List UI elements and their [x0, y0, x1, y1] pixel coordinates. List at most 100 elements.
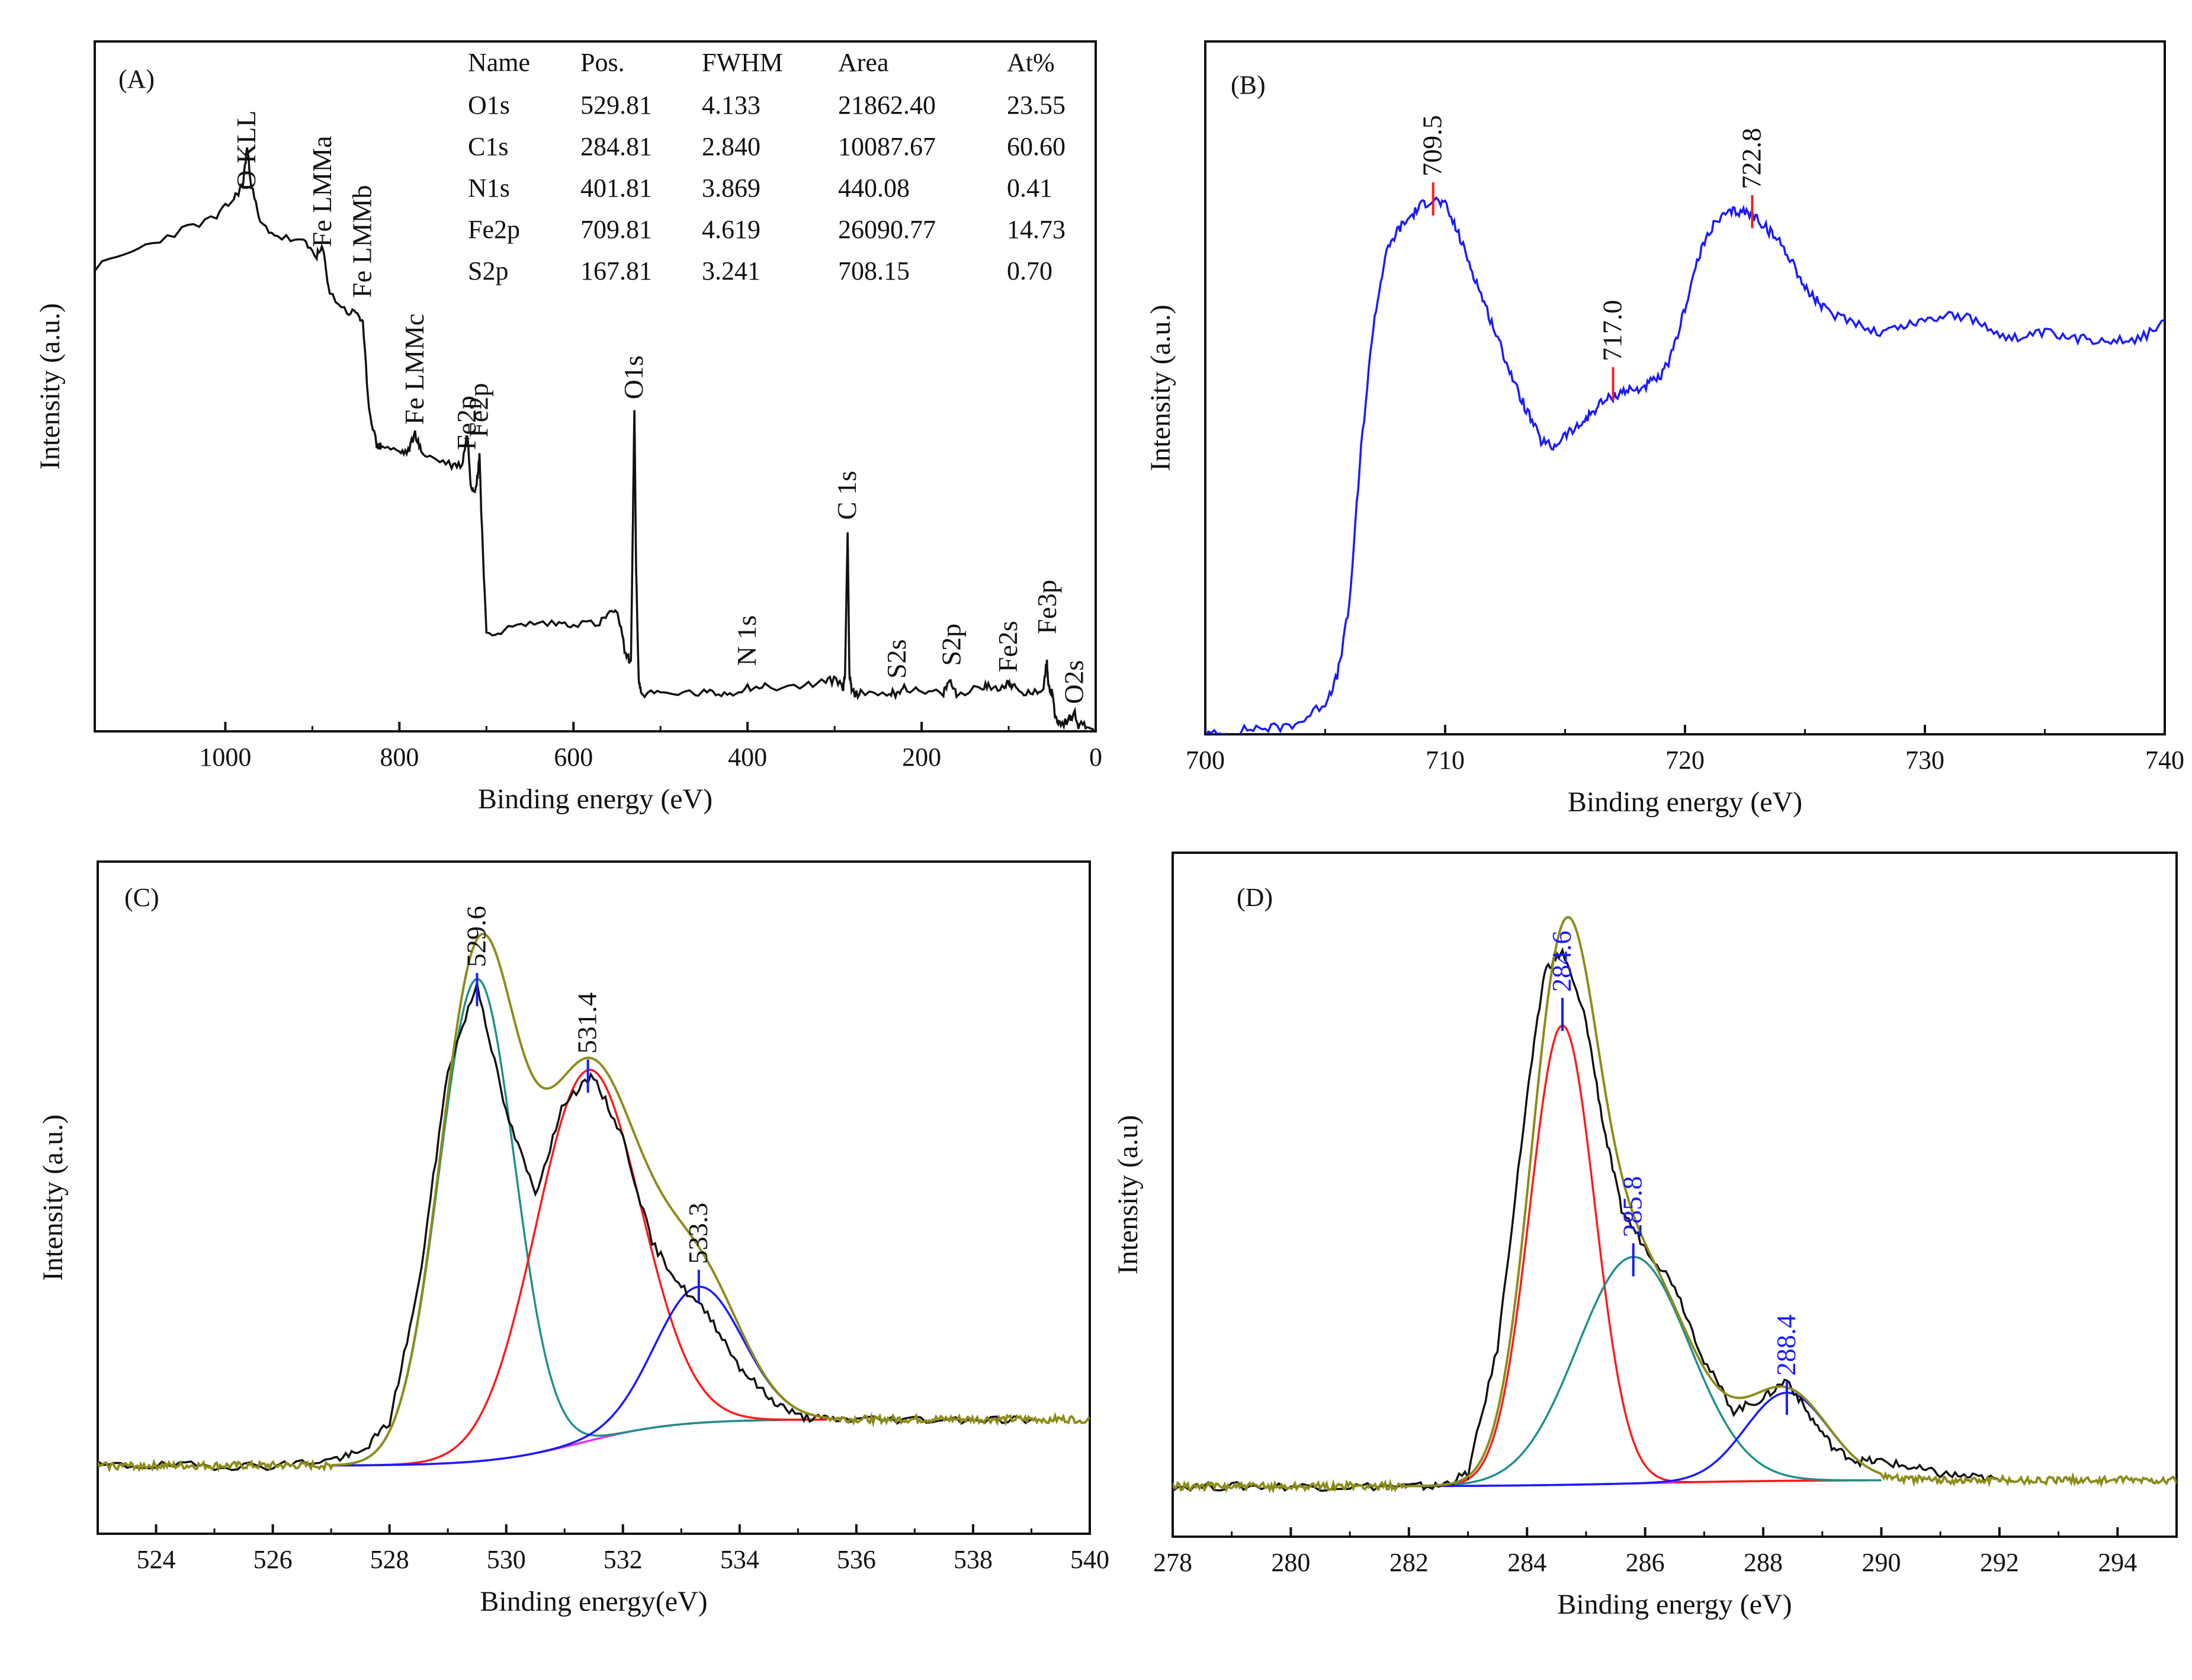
table-cell: 167.81	[580, 256, 652, 285]
panel-d-xtick-label: 288	[1744, 1548, 1783, 1577]
panel-d-fit-component-3	[1408, 1392, 1882, 1488]
panel-d-ylabel: Intensity (a.u)	[1112, 1115, 1144, 1274]
panel-d-xtick-label: 282	[1389, 1548, 1429, 1577]
panel-d-xtick-label: 286	[1626, 1548, 1665, 1577]
panel-a-plot-area	[95, 147, 1096, 731]
panel-c: (C) 524 526 528 530 532 534 536 538 540 Binding e…	[37, 860, 1109, 1617]
panel-d-plot-area	[1173, 916, 2177, 1495]
panel-d-peak-label: 285.8	[1617, 1176, 1648, 1238]
table-cell: C1s	[468, 132, 508, 161]
panel-a-peak-label: C 1s	[832, 471, 862, 520]
panel-d-raw-data-line	[1173, 947, 2000, 1492]
panel-d-peak-label: 288.4	[1771, 1315, 1801, 1376]
panel-d-xlabel: Binding energy (eV)	[1557, 1589, 1792, 1620]
panel-d-xtick-label: 278	[1153, 1548, 1192, 1577]
table-cell: 14.73	[1007, 215, 1065, 244]
panel-a-peak-label: S2s	[881, 639, 912, 678]
panel-a-xtick-label: 600	[554, 743, 593, 772]
panel-b-xtick-label: 710	[1426, 746, 1465, 775]
panel-b-ylabel: Intensity (a.u.)	[1145, 304, 1176, 471]
panel-c-peak-label: 531.4	[572, 992, 602, 1054]
table-header-cell: FWHM	[702, 48, 783, 77]
table-cell: Fe2p	[468, 215, 520, 244]
table-cell: 4.133	[702, 91, 760, 120]
panel-c-xlabel: Binding energy(eV)	[480, 1586, 707, 1617]
panel-d-fit-component-2	[1408, 1255, 1882, 1488]
panel-d-xtick-label: 294	[2098, 1548, 2137, 1577]
panel-a-table: Name Pos. FWHM Area At% O1s 529.81 4.133 21862.4…	[468, 48, 1065, 285]
table-cell: 709.81	[580, 215, 652, 244]
table-cell: 708.15	[838, 256, 910, 285]
table-header-cell: At%	[1007, 48, 1055, 77]
panel-a-peak-label: Fe3p	[1032, 580, 1062, 634]
panel-d-xtick-label: 280	[1271, 1548, 1310, 1577]
panel-a-xtick-label: 1000	[199, 743, 251, 772]
panel-a-label: (A)	[118, 65, 155, 94]
table-header-cell: Name	[468, 48, 530, 77]
table-cell: 3.869	[702, 174, 760, 203]
table-cell: 0.70	[1007, 256, 1052, 285]
panel-c-xtick-label: 536	[837, 1545, 876, 1574]
panel-a-peak-label: Fe2p	[451, 396, 482, 450]
panel-c-xtick-label: 538	[954, 1545, 993, 1574]
table-cell: 440.08	[838, 174, 910, 203]
table-cell: 60.60	[1007, 132, 1065, 161]
panel-b: (B) 700 710 720 730 740 Binding energy (eV) In…	[1145, 40, 2184, 818]
panel-b-xtick-label: 720	[1665, 746, 1705, 775]
table-cell: O1s	[468, 91, 510, 120]
panel-c-peak-label: 533.3	[683, 1203, 713, 1264]
panel-b-plot-area	[1205, 196, 2165, 734]
panel-a-spectrum-line	[95, 147, 1096, 731]
table-header-cell: Pos.	[580, 48, 625, 77]
panel-c-peak-label: 529.6	[461, 906, 491, 968]
panel-c-label: (C)	[124, 883, 159, 912]
panel-b-spectrum-line	[1205, 196, 2165, 734]
panel-d-fit-component-1	[1408, 1024, 1882, 1488]
panel-a-peak-label: O2s	[1059, 660, 1089, 704]
panel-a: (A) Name Pos. FWHM Area At% O1s 529.81 4.133 218…	[34, 40, 1102, 815]
table-cell: 2.840	[702, 132, 760, 161]
panel-d-xtick-label: 284	[1507, 1548, 1546, 1577]
panel-c-xtick-label: 526	[253, 1545, 293, 1574]
panel-c-fit-component-3	[331, 1286, 827, 1467]
table-cell: 23.55	[1007, 91, 1065, 120]
panel-c-xtick-label: 530	[487, 1545, 526, 1574]
panel-d-xtick-label: 292	[1980, 1548, 2019, 1577]
panel-a-ylabel: Intensity (a.u.)	[34, 303, 66, 470]
panel-b-xlabel: Binding energy (eV)	[1568, 786, 1802, 818]
panel-a-peak-label: O1s	[618, 355, 649, 399]
panel-c-envelope-line	[98, 933, 1090, 1473]
panel-c-xtick-label: 540	[1070, 1545, 1109, 1574]
table-cell: S2p	[468, 256, 508, 285]
table-cell: 10087.67	[838, 132, 936, 161]
table-cell: 529.81	[580, 91, 652, 120]
panel-c-xtick-label: 528	[370, 1545, 409, 1574]
panel-d: (D) 278 280 282 284 286 288 290 292 294 Binding e…	[1112, 852, 2178, 1620]
panel-a-peak-label: S2p	[936, 624, 967, 666]
panel-a-peak-label: Fe LMMa	[307, 136, 337, 247]
panel-c-frame	[97, 860, 1091, 1535]
panel-a-peak-label: Fe LMMc	[399, 313, 429, 425]
panel-d-label: (D)	[1237, 883, 1273, 912]
panel-c-xtick-label: 532	[604, 1545, 643, 1574]
panel-a-xtick-label: 800	[380, 743, 419, 772]
panel-a-peak-label: N 1s	[731, 615, 762, 666]
table-cell: 26090.77	[838, 215, 936, 244]
table-cell: 0.41	[1007, 174, 1052, 203]
panel-c-xtick-label: 534	[720, 1545, 759, 1574]
panel-c-fit-component-2	[331, 1068, 827, 1467]
panel-a-xtick-label: 0	[1089, 743, 1102, 772]
panel-a-peak-label: Fe2p	[464, 383, 494, 438]
panel-a-xtick-label: 400	[728, 743, 767, 772]
panel-b-xtick-label: 730	[1905, 746, 1944, 775]
panel-b-peak-label: 709.5	[1417, 115, 1448, 176]
panel-c-plot-area	[98, 933, 1090, 1473]
table-cell: 284.81	[580, 132, 652, 161]
panel-a-xlabel: Binding energy (eV)	[478, 783, 713, 815]
panel-d-frame	[1172, 852, 2178, 1538]
table-cell: 401.81	[580, 174, 652, 203]
panel-a-peak-label: Fe2s	[993, 621, 1023, 672]
panel-c-ylabel: Intensity (a.u.)	[37, 1114, 69, 1281]
table-cell: 4.619	[702, 215, 760, 244]
